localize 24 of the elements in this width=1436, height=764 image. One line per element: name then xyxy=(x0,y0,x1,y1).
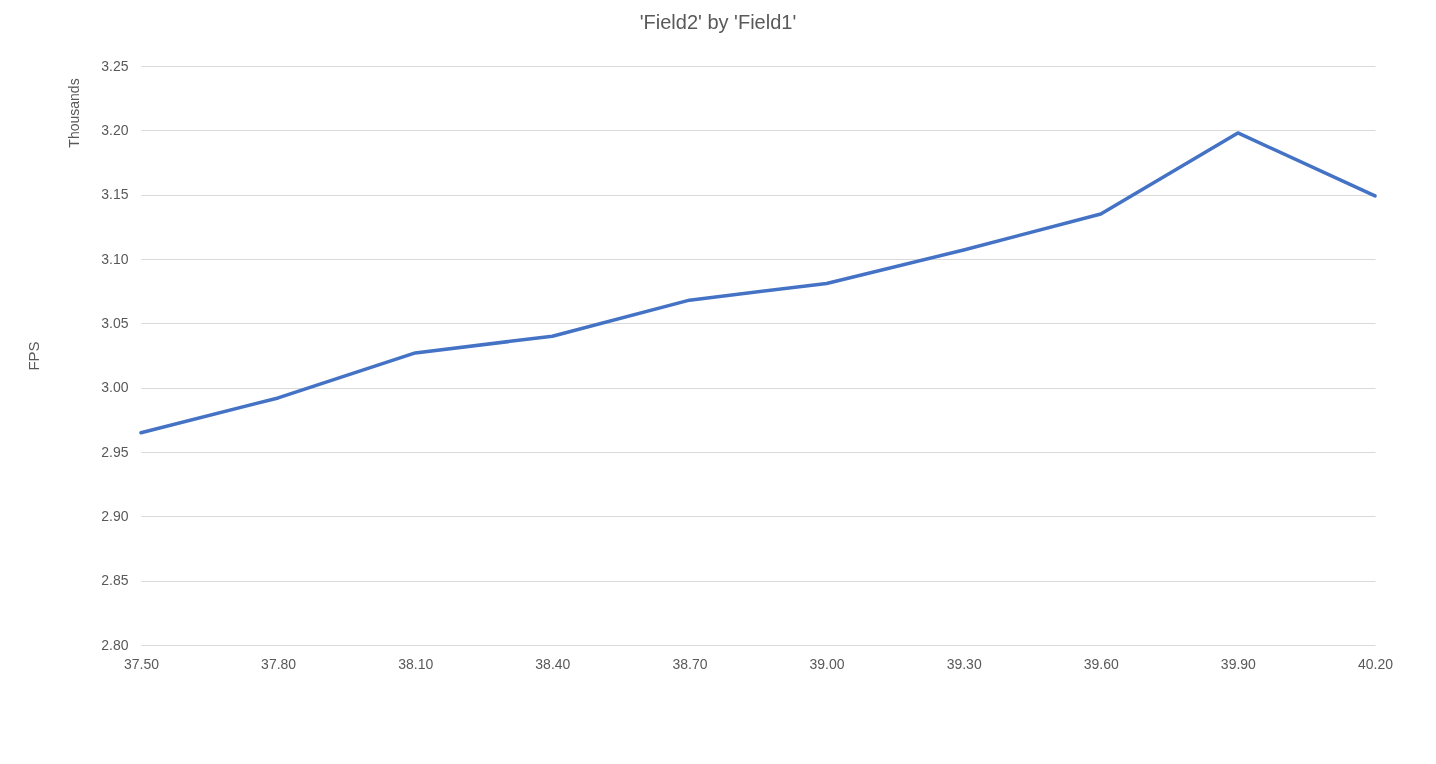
y-tick-label: 3.25 xyxy=(101,57,129,74)
y-axis-title: FPS xyxy=(24,341,42,371)
x-tick-label: 37.50 xyxy=(123,655,160,672)
chart-title: 'Field2' by 'Field1' xyxy=(639,11,797,33)
text: Thousands xyxy=(66,78,82,148)
y-tick-label: 2.85 xyxy=(101,572,129,589)
x-tick-label: 37.80 xyxy=(261,655,297,672)
y-tick-label: 2.95 xyxy=(101,443,129,460)
y-tick-label: 2.80 xyxy=(101,636,129,653)
x-tick-label: 39.60 xyxy=(1083,655,1119,672)
line-series xyxy=(139,131,1377,435)
x-tick-label: 38.10 xyxy=(398,655,434,672)
y-tick-label: 3.15 xyxy=(101,186,129,203)
y-tick-label: 3.00 xyxy=(101,379,129,396)
x-tick-label: 39.00 xyxy=(809,655,845,672)
x-tick-label: 38.70 xyxy=(672,655,708,672)
x-tick-label: 39.30 xyxy=(946,655,982,672)
y-tick-label: 3.10 xyxy=(101,250,129,267)
y-tick-label: 3.05 xyxy=(101,314,129,331)
y-tick-label: 3.20 xyxy=(101,121,129,138)
x-tick-label: 39.90 xyxy=(1220,655,1257,672)
x-tick-label: 40.20 xyxy=(1357,655,1394,672)
y-tick-label: 2.90 xyxy=(101,507,129,524)
x-tick-label: 38.40 xyxy=(535,655,571,672)
